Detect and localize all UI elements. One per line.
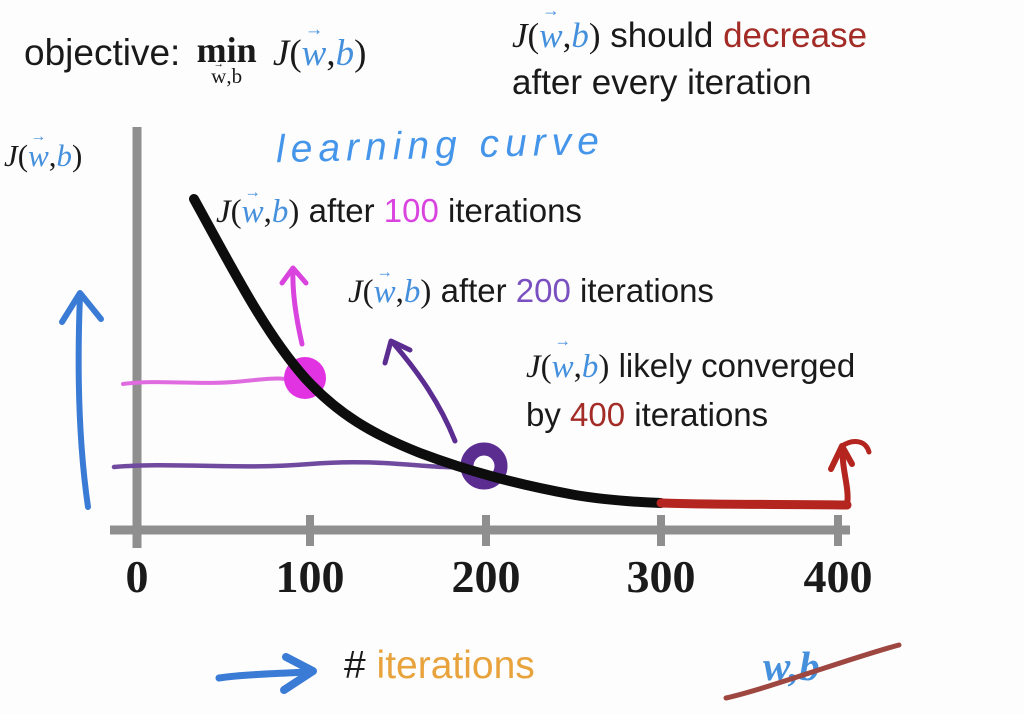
converged-segment (656, 498, 852, 510)
x-tick-label-300: 300 (626, 551, 696, 602)
convergence-arrow-hook (839, 438, 872, 455)
marker-200 (460, 442, 508, 490)
arrow-from-200-head-icon (382, 338, 413, 366)
x-tick-label-200: 200 (451, 551, 521, 602)
arrow-from-100-head-icon (279, 265, 309, 286)
cost-function-expression: J(→ w,b) (526, 331, 610, 385)
convergence-arrow-stem (839, 445, 851, 508)
decrease-note-line1: J(→ w,b) should decrease (512, 0, 868, 55)
x-axis-label: # iterations (344, 644, 535, 688)
decrease-word: decrease (723, 16, 868, 55)
annotation-200-iterations: J(→ w,b) after 200 iterations (348, 262, 714, 310)
min-operator: min → w,b (196, 30, 257, 88)
x-tick-label-100: 100 (275, 551, 345, 602)
marker-100 (284, 357, 326, 399)
annotation-converged: J(→ w,b) likely converged by 400 iteratio… (526, 331, 856, 439)
cost-function-expression: J(→ w,b) (512, 0, 601, 55)
crossed-out-parameters: w,b (763, 643, 820, 689)
cost-function-expression: J(→ w,b) (4, 128, 83, 173)
annotation-100-iterations: J(→ w,b) after 100 iterations (216, 182, 582, 230)
convergence-arrowhead-icon (828, 443, 855, 472)
vector-arrow-icon: → (244, 182, 261, 202)
x-direction-arrowhead-icon (280, 653, 317, 694)
level-line-200 (111, 459, 466, 470)
vector-arrow-icon: → (304, 20, 324, 41)
hash-symbol: # (344, 644, 366, 687)
x-direction-arrow-stem (215, 668, 309, 682)
objective-heading: objective: min → w,b J(→ w,b) (24, 20, 367, 88)
iteration-count-100: 100 (383, 192, 439, 229)
x-tick-label-400: 400 (803, 551, 873, 602)
vector-arrow-icon: → (213, 58, 224, 70)
y-direction-arrowhead-icon (59, 290, 104, 325)
decrease-note-line2: after every iteration (512, 63, 812, 102)
vector-arrow-icon: → (542, 0, 560, 20)
annotation-converged-line1: J(→ w,b) likely converged (526, 331, 856, 385)
arrow-from-200-stem (391, 341, 458, 444)
cost-function-expression: J(→ w,b) (348, 262, 432, 310)
vector-arrow-icon: → (554, 331, 571, 351)
x-tick-label-0: 0 (125, 551, 149, 602)
iteration-count-400: 400 (570, 396, 626, 433)
cost-function-expression: J(→ w,b) (272, 20, 367, 74)
objective-label: objective: (24, 32, 181, 73)
iterations-word: iterations (376, 644, 535, 687)
vector-arrow-icon: → (376, 262, 393, 282)
arrow-from-100-stem (290, 267, 305, 347)
level-line-100 (121, 376, 296, 386)
y-axis-label: J(→ w,b) (4, 128, 83, 174)
decrease-note: J(→ w,b) should decrease after every iter… (512, 0, 868, 106)
cost-function-expression: J(→ w,b) (216, 182, 300, 230)
y-direction-arrow-stem (75, 292, 91, 510)
iteration-count-200: 200 (515, 272, 571, 309)
vector-arrow-icon: → (30, 128, 47, 146)
annotation-converged-line2: by 400 iterations (526, 396, 769, 433)
chart-title: learning curve (275, 119, 606, 172)
